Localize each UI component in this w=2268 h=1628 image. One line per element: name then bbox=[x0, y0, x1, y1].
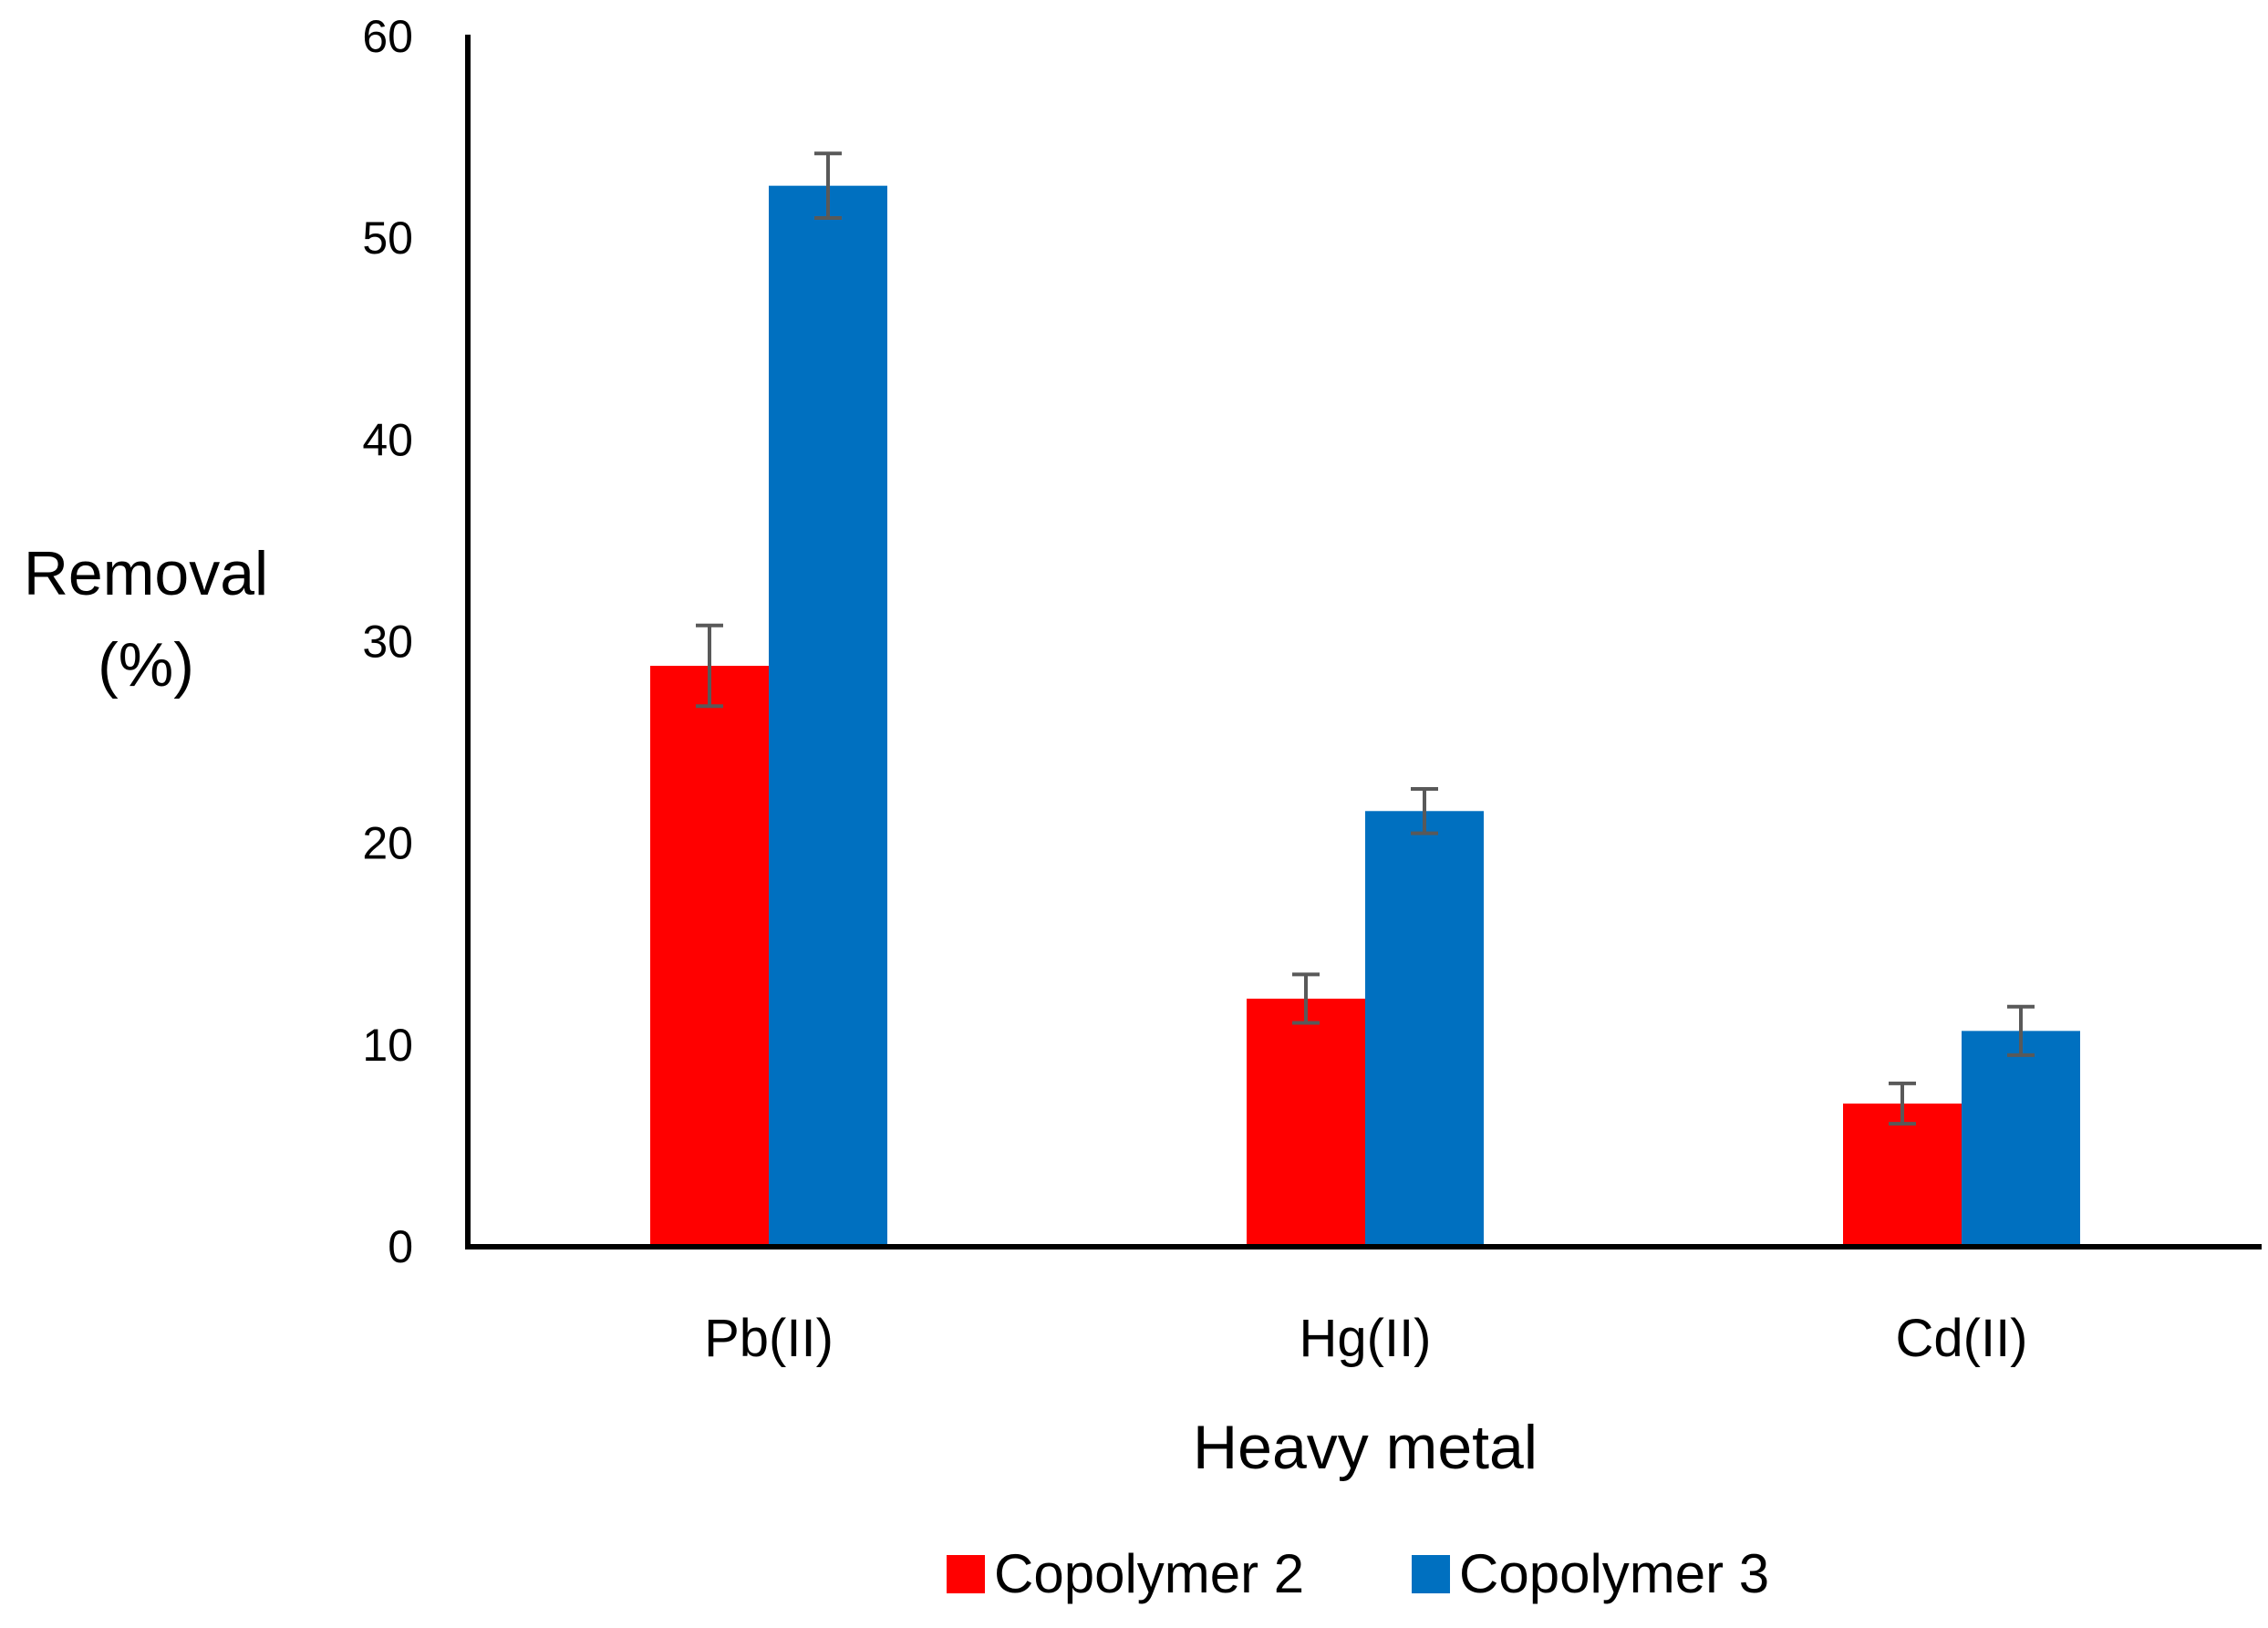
legend-item-copolymer-3: Copolymer 3 bbox=[1412, 1543, 1769, 1604]
error-bar-copolymer-3-hgii bbox=[1411, 786, 1438, 835]
bar-copolymer-2-pbii bbox=[650, 666, 769, 1247]
legend: Copolymer 2 Copolymer 3 bbox=[947, 1543, 1769, 1604]
bars-layer bbox=[650, 185, 2080, 1247]
error-bar-copolymer-2-pbii bbox=[696, 623, 723, 709]
legend-swatch bbox=[1412, 1555, 1450, 1593]
y-tick-label-0: 0 bbox=[388, 1221, 413, 1272]
error-bar-copolymer-2-cdii bbox=[1889, 1081, 1916, 1126]
x-axis-title: Heavy metal bbox=[1193, 1413, 1538, 1482]
legend-label: Copolymer 3 bbox=[1459, 1543, 1769, 1604]
error-bar-copolymer-3-cdii bbox=[2007, 1004, 2035, 1057]
y-tick-label-30: 30 bbox=[362, 617, 413, 668]
legend-swatch bbox=[947, 1555, 985, 1593]
y-tick-label-10: 10 bbox=[362, 1020, 413, 1071]
y-tick-label-50: 50 bbox=[362, 213, 413, 264]
error-bars-layer bbox=[696, 151, 2035, 1126]
x-tick-label-hgii: Hg(II) bbox=[1300, 1309, 1432, 1368]
legend-label: Copolymer 2 bbox=[994, 1543, 1304, 1604]
legend-item-copolymer-2: Copolymer 2 bbox=[947, 1543, 1304, 1604]
y-axis-title-line-1: Removal bbox=[24, 539, 268, 608]
x-tick-labels: Pb(II) Hg(II) Cd(II) bbox=[704, 1309, 2027, 1368]
y-tick-label-60: 60 bbox=[362, 11, 413, 62]
y-tick-label-20: 20 bbox=[362, 818, 413, 869]
y-axis-title-line-2: (%) bbox=[98, 630, 194, 700]
bar-copolymer-3-pbii bbox=[769, 185, 887, 1247]
x-tick-label-cdii: Cd(II) bbox=[1896, 1309, 2028, 1368]
x-tick-label-pbii: Pb(II) bbox=[704, 1309, 834, 1368]
bar-copolymer-2-hgii bbox=[1247, 998, 1365, 1247]
bar-copolymer-3-hgii bbox=[1365, 811, 1484, 1247]
error-bar-copolymer-3-pbii bbox=[814, 151, 842, 221]
y-tick-labels: 0 10 20 30 40 50 60 bbox=[362, 11, 413, 1272]
bar-copolymer-2-cdii bbox=[1843, 1103, 1962, 1247]
error-bar-copolymer-2-hgii bbox=[1292, 972, 1320, 1025]
bar-copolymer-3-cdii bbox=[1962, 1031, 2080, 1247]
y-tick-label-40: 40 bbox=[362, 414, 413, 465]
